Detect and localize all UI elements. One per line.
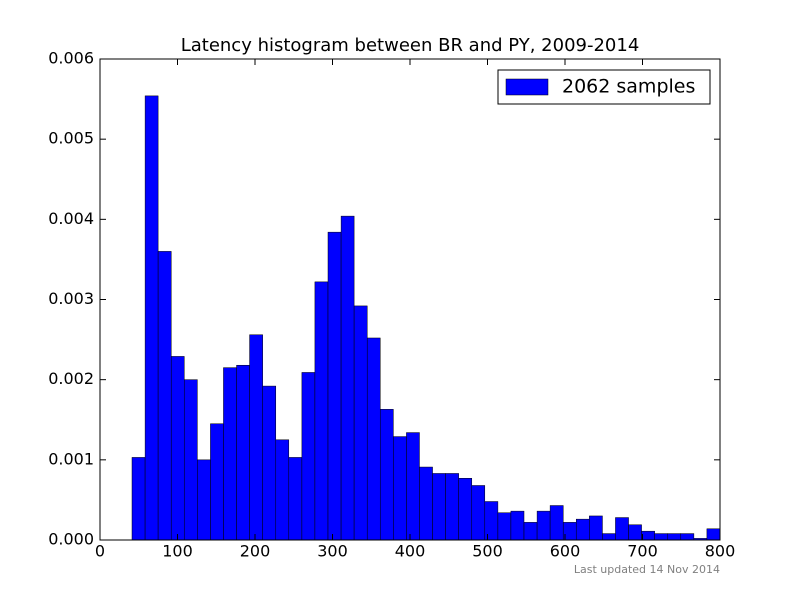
x-tick-label: 0 xyxy=(95,542,105,561)
legend-box xyxy=(497,69,711,105)
bar xyxy=(197,459,211,541)
y-tick-label: 0.004 xyxy=(48,209,94,228)
bar xyxy=(706,528,721,541)
bar xyxy=(340,215,355,541)
x-tick-label: 300 xyxy=(317,542,348,561)
bar xyxy=(628,524,642,541)
bar xyxy=(589,515,603,541)
bar xyxy=(602,533,616,541)
bar xyxy=(641,530,655,541)
bar xyxy=(262,385,277,541)
bar xyxy=(353,305,368,541)
bar xyxy=(379,409,394,541)
bar xyxy=(419,466,433,541)
bar xyxy=(654,533,669,541)
bar xyxy=(288,457,303,541)
bar xyxy=(223,367,237,541)
x-tick-label: 500 xyxy=(472,542,503,561)
footnote: Last updated 14 Nov 2014 xyxy=(574,563,720,576)
x-tick-label: 600 xyxy=(550,542,581,561)
bar xyxy=(432,473,446,541)
bar xyxy=(366,337,381,541)
bar xyxy=(131,457,146,541)
chart-title: Latency histogram between BR and PY, 200… xyxy=(181,35,640,56)
x-tick-label: 800 xyxy=(705,542,736,561)
y-tick-label: 0.005 xyxy=(48,129,94,148)
bar xyxy=(536,510,551,541)
x-tick-label: 200 xyxy=(240,542,271,561)
bar xyxy=(249,334,263,541)
bar xyxy=(575,518,590,541)
x-tick-label: 700 xyxy=(627,542,658,561)
y-tick-label: 0.006 xyxy=(48,49,94,68)
bar xyxy=(458,478,473,541)
bar xyxy=(523,522,538,541)
bar xyxy=(667,533,682,541)
y-tick-label: 0.001 xyxy=(48,449,94,468)
legend-swatch xyxy=(505,78,549,96)
bar xyxy=(497,512,512,541)
bar xyxy=(170,356,185,541)
x-tick-label: 400 xyxy=(395,542,426,561)
y-tick-label: 0.000 xyxy=(48,530,94,549)
bar xyxy=(210,423,224,541)
y-tick-label: 0.003 xyxy=(48,289,94,308)
bar xyxy=(301,372,316,541)
bar xyxy=(406,432,420,541)
bar xyxy=(484,501,499,541)
bar xyxy=(157,251,172,541)
bar xyxy=(615,517,629,541)
legend-label: 2062 samples xyxy=(562,76,695,98)
bar xyxy=(471,485,486,541)
y-tick-label: 0.002 xyxy=(48,369,94,388)
bar xyxy=(236,364,250,541)
bar xyxy=(445,473,459,541)
bar xyxy=(510,510,525,541)
bar xyxy=(314,281,329,541)
bar xyxy=(327,231,342,541)
bar xyxy=(680,533,695,541)
bar xyxy=(275,439,290,541)
x-tick-label: 100 xyxy=(162,542,193,561)
bar xyxy=(144,95,159,541)
bar xyxy=(549,505,564,541)
bar xyxy=(183,379,198,541)
bar xyxy=(393,436,407,541)
